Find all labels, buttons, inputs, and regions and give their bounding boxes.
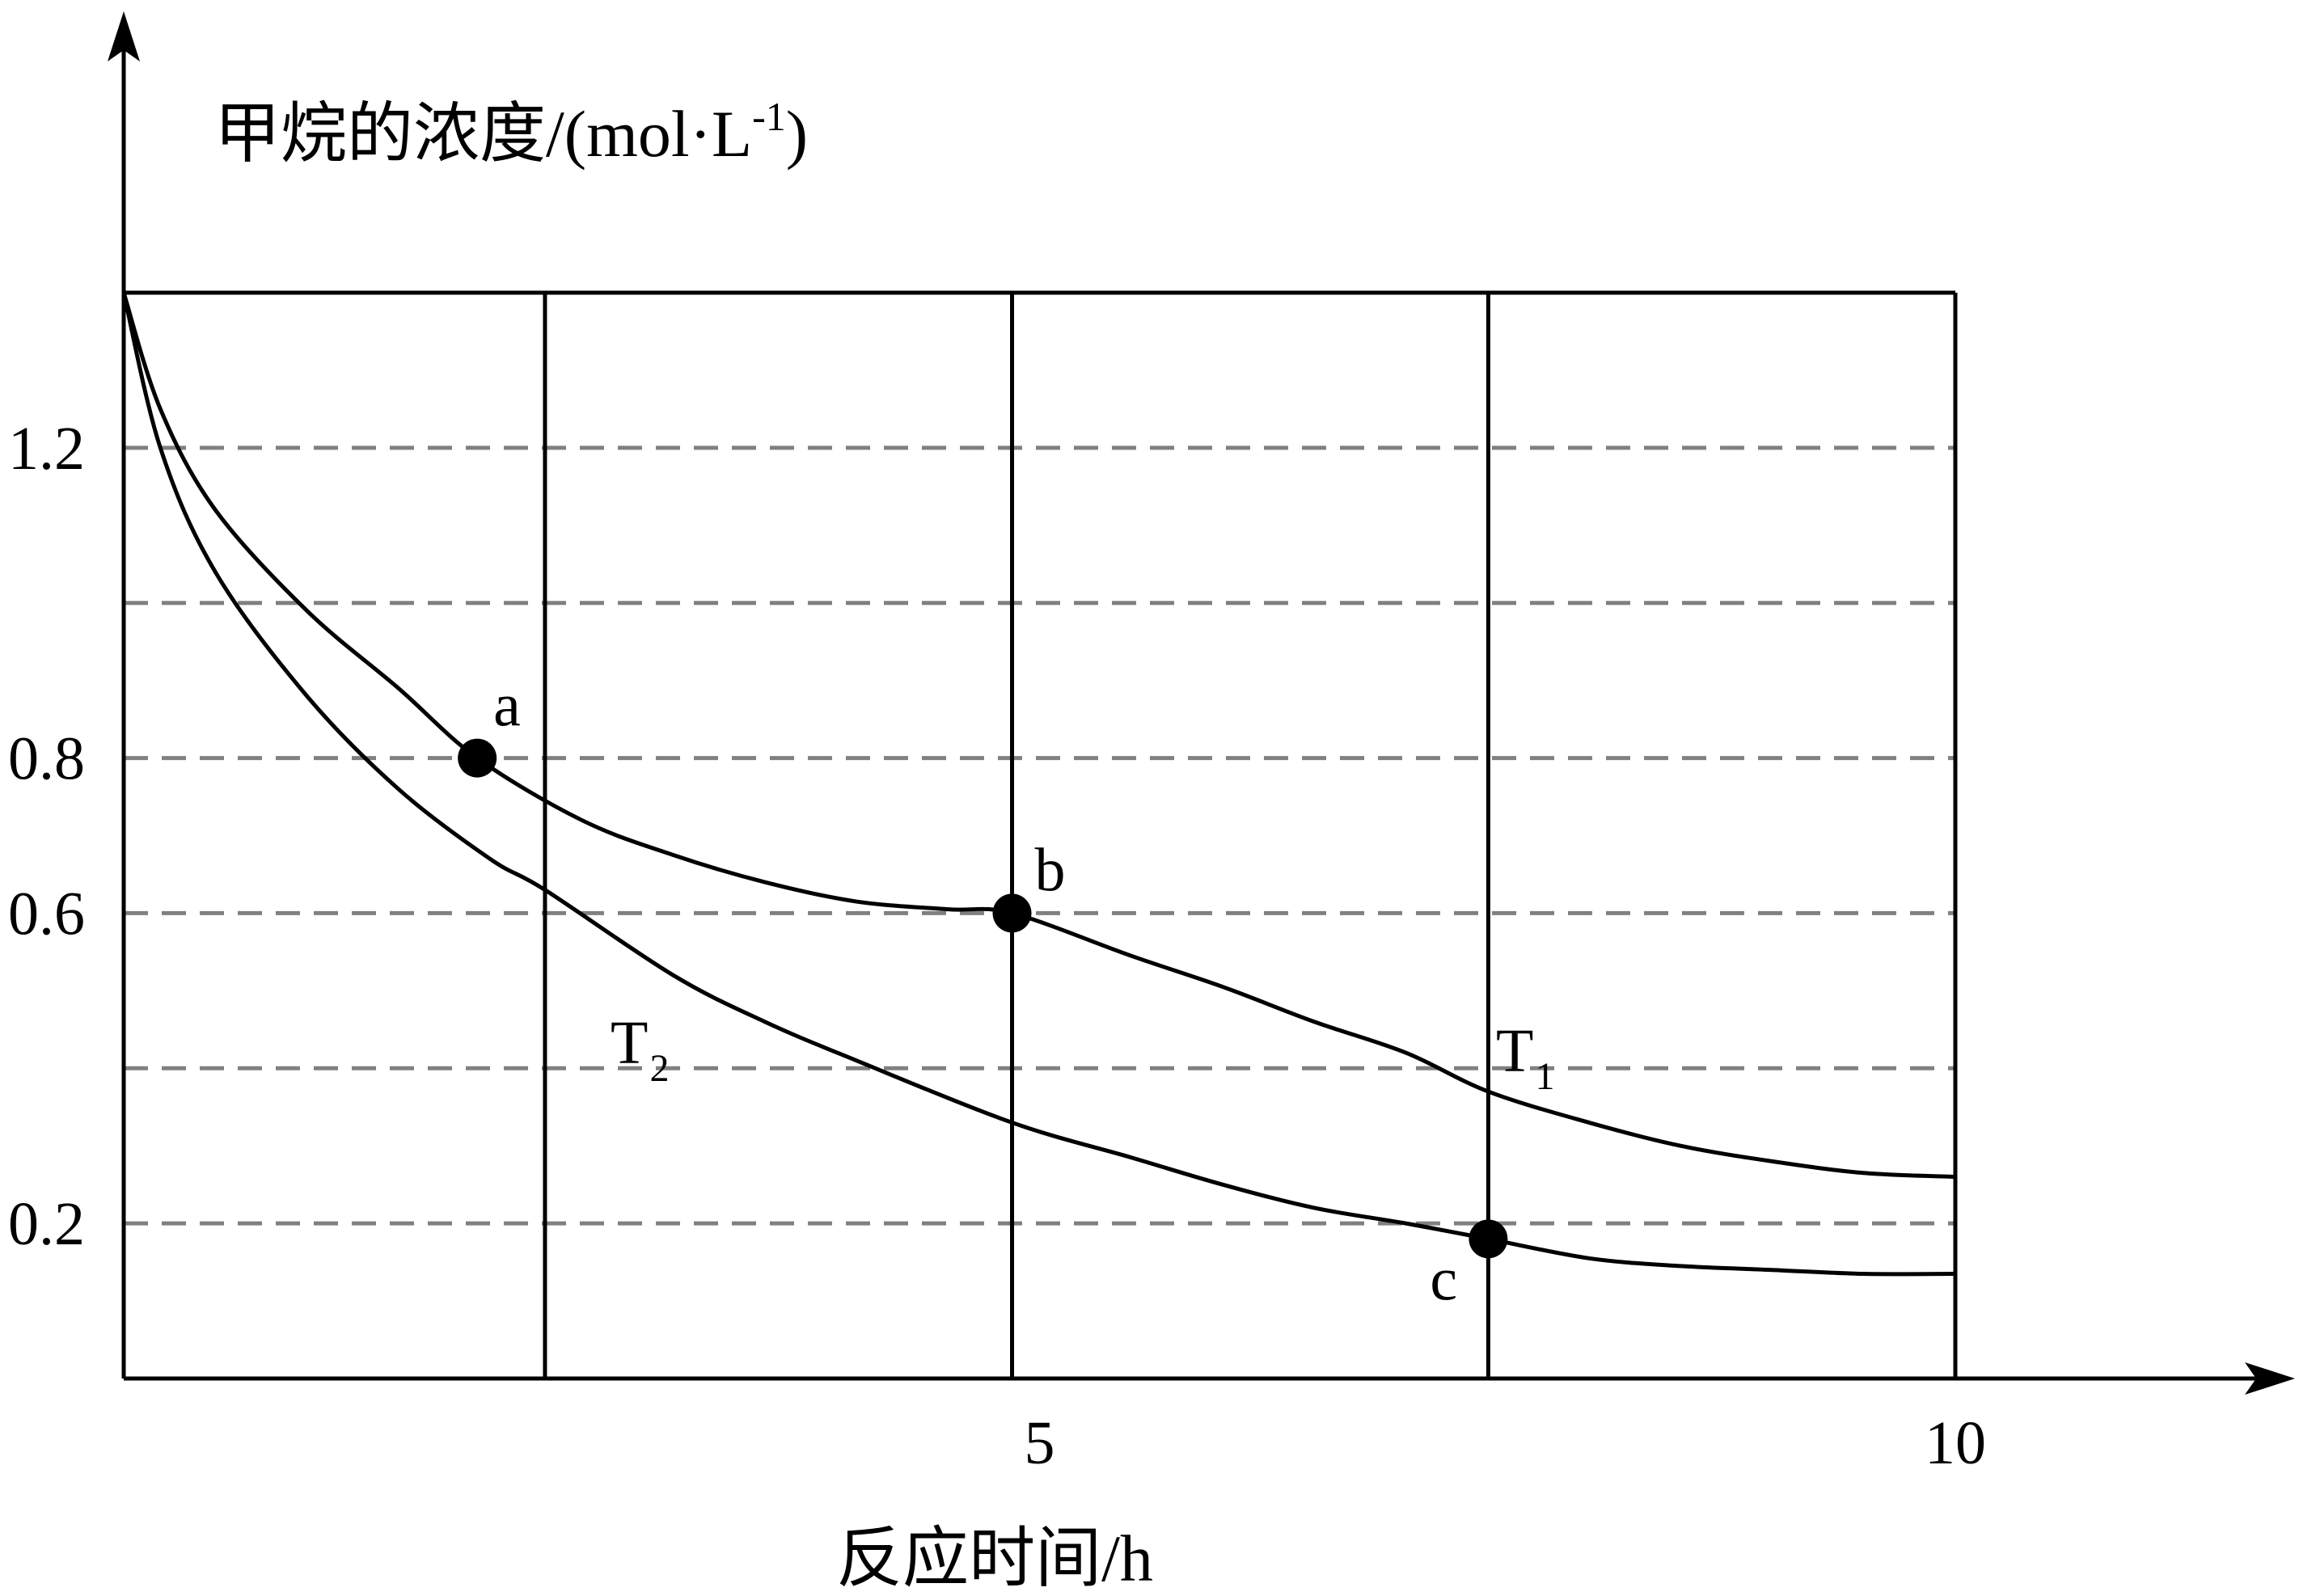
point-a (458, 738, 497, 778)
point-c (1469, 1219, 1508, 1259)
point-label-c: c (1430, 1245, 1457, 1313)
data-points: a b c (458, 672, 1508, 1313)
series-curve-t2 (121, 292, 1956, 1277)
series-label-t1: T1 (1496, 1017, 1554, 1098)
x-tick-label: 10 (1925, 1409, 1986, 1477)
point-b (992, 893, 1032, 933)
horizontal-gridlines (124, 445, 1955, 1226)
plot-frame (124, 290, 1958, 1379)
y-tick-label: 0.6 (8, 880, 85, 948)
y-tick-label: 0.2 (8, 1190, 85, 1258)
x-tick-labels: 5 10 (1025, 1409, 1987, 1477)
x-axis-title: 反应时间/h (836, 1522, 1153, 1595)
y-tick-label: 0.8 (8, 725, 85, 793)
vertical-lines (543, 293, 1490, 1379)
y-axis-title: 甲烷的浓度/(mol·L-1) (214, 94, 808, 171)
series-curve-t1 (121, 292, 1956, 1180)
y-axis-arrow (108, 11, 140, 61)
y-tick-label: 1.2 (8, 415, 85, 483)
y-tick-labels: 0.2 0.6 0.8 1.2 (8, 415, 85, 1258)
x-tick-label: 5 (1025, 1409, 1055, 1477)
x-axis-arrow (2245, 1362, 2295, 1395)
axes (108, 11, 2295, 1395)
series-label-t2: T2 (611, 1009, 669, 1090)
series-curves (121, 292, 1956, 1277)
series-labels: T2 T1 (611, 1009, 1554, 1098)
point-label-a: a (493, 672, 521, 740)
point-label-b: b (1035, 836, 1066, 904)
